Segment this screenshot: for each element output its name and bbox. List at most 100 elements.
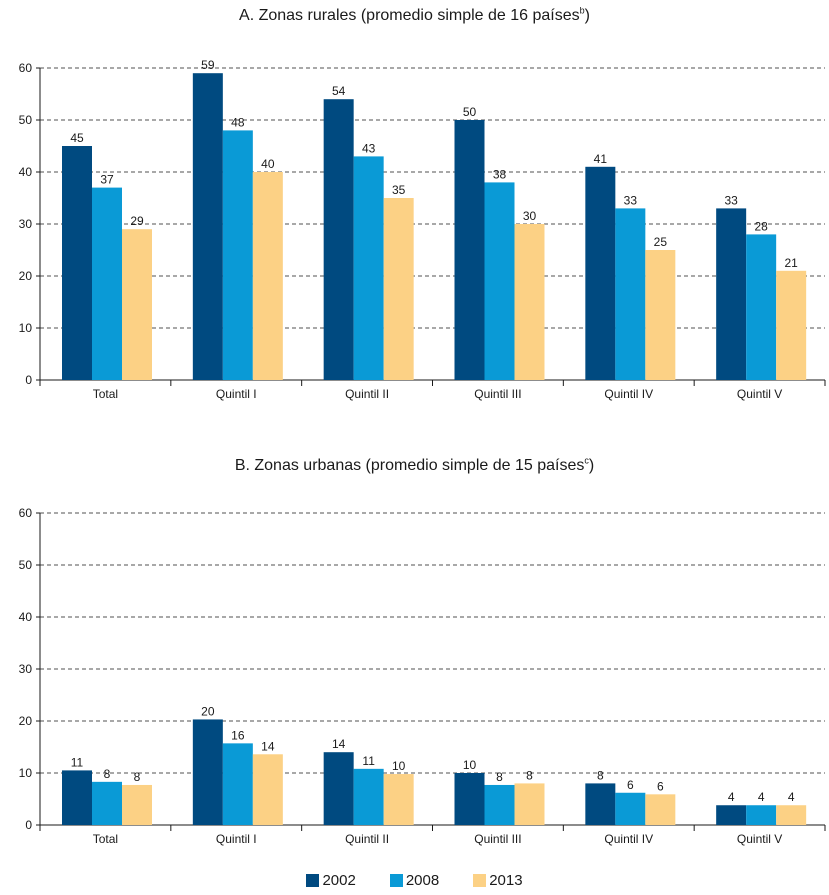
y-tick-label: 40: [19, 165, 33, 179]
bar-2008-quintil-iv: [615, 208, 646, 380]
data-label-2002-quintil-v: 4: [728, 790, 735, 804]
data-label-2002-quintil-iii: 50: [463, 105, 477, 119]
data-label-2013-total: 8: [134, 770, 141, 784]
bar-2008-quintil-iii: [484, 784, 515, 825]
y-tick-label: 40: [19, 610, 33, 624]
y-tick-label: 30: [19, 217, 33, 231]
legend-swatch-2002: [306, 874, 320, 887]
bar-2002-total: [62, 770, 92, 825]
data-label-2002-total: 11: [71, 755, 84, 769]
y-tick-label: 30: [19, 662, 33, 676]
legend-item-2013: 2013: [473, 872, 523, 889]
bar-2002-quintil-iii: [454, 120, 485, 380]
x-tick-label-quintil-ii: Quintil II: [345, 832, 389, 846]
chart-title-a-close: ): [584, 7, 590, 24]
bar-2002-quintil-ii: [323, 752, 354, 825]
data-label-2008-quintil-iv: 6: [627, 778, 634, 792]
data-label-2002-quintil-i: 59: [201, 58, 215, 72]
bar-2002-quintil-iv: [585, 166, 616, 380]
bar-2002-quintil-ii: [323, 99, 354, 380]
bar-2002-quintil-v: [716, 805, 747, 825]
bar-2002-quintil-iii: [454, 773, 485, 825]
y-tick-label: 10: [19, 321, 33, 335]
data-label-2002-total: 45: [70, 131, 84, 145]
data-label-2013-quintil-v: 21: [784, 256, 798, 270]
data-label-2013-total: 29: [130, 214, 144, 228]
bar-2013-quintil-v: [776, 270, 807, 380]
bar-2013-quintil-iii: [514, 783, 545, 825]
bar-2008-quintil-iii: [484, 182, 515, 380]
x-tick-label-quintil-v: Quintil V: [737, 387, 782, 401]
chart-title-a: A. Zonas rurales (promedio simple de 16 …: [0, 6, 829, 26]
data-label-2013-quintil-iv: 25: [654, 235, 668, 249]
chart-title-a-footnote: b: [579, 5, 585, 16]
data-label-2008-total: 37: [100, 173, 114, 187]
data-label-2013-quintil-iv: 6: [657, 779, 664, 793]
x-tick-label-quintil-v: Quintil V: [737, 832, 782, 846]
chart-title-b-text: B. Zonas urbanas (promedio simple de 15 …: [234, 457, 585, 474]
legend-item-2002: 2002: [306, 872, 356, 889]
chart-b-urban: 0 10 20 30 40 50 60 11 8 8 Total 20 16 14 Quintil I 14 1…: [19, 506, 826, 846]
chart-legend: 2002 2008 2013: [0, 872, 829, 889]
x-tick-label-quintil-ii: Quintil II: [345, 387, 389, 401]
bar-2008-quintil-ii: [353, 156, 384, 380]
x-tick-label-quintil-iii: Quintil III: [474, 387, 521, 401]
bar-2013-quintil-ii: [383, 198, 414, 380]
bar-2013-quintil-v: [776, 805, 807, 825]
bar-2013-quintil-iv: [645, 250, 676, 380]
chart-a-rural: 0 10 20 30 40 50 60 45 37 29 Total 59 48 40 Quintil I 5…: [19, 58, 826, 401]
data-label-2013-quintil-i: 14: [261, 739, 275, 753]
bar-2013-quintil-iv: [645, 794, 676, 825]
data-label-2008-quintil-v: 28: [754, 219, 768, 233]
chart-title-b: B. Zonas urbanas (promedio simple de 15 …: [0, 456, 829, 476]
x-tick-label-quintil-iii: Quintil III: [474, 832, 521, 846]
bar-2013-quintil-i: [252, 172, 283, 380]
data-label-2008-quintil-v: 4: [758, 790, 765, 804]
bar-2002-quintil-i: [192, 719, 223, 825]
bar-2013-total: [122, 784, 152, 825]
chart-title-b-footnote: c: [584, 455, 589, 466]
data-label-2008-quintil-iv: 33: [624, 193, 638, 207]
bar-2002-quintil-i: [192, 73, 223, 380]
y-tick-label: 20: [19, 714, 33, 728]
y-tick-label: 0: [25, 818, 32, 832]
data-label-2013-quintil-iii: 8: [526, 768, 533, 782]
chart-title-a-text: A. Zonas rurales (promedio simple de 16 …: [239, 7, 580, 24]
bar-2013-quintil-i: [252, 754, 283, 825]
legend-swatch-2013: [473, 874, 487, 887]
bar-2008-total: [92, 781, 122, 825]
data-label-2002-quintil-i: 20: [201, 704, 215, 718]
data-label-2008-quintil-iii: 8: [496, 770, 503, 784]
data-label-2002-quintil-iv: 8: [597, 768, 604, 782]
data-label-2008-quintil-iii: 38: [493, 167, 507, 181]
bar-2013-quintil-iii: [514, 224, 545, 380]
x-tick-label-quintil-iv: Quintil IV: [604, 832, 653, 846]
legend-swatch-2008: [389, 874, 403, 887]
data-label-2008-quintil-ii: 43: [362, 141, 376, 155]
bar-2008-quintil-i: [222, 743, 253, 825]
data-label-2013-quintil-v: 4: [788, 790, 795, 804]
y-tick-label: 50: [19, 113, 33, 127]
bar-2013-total: [122, 229, 152, 380]
bar-2008-total: [92, 187, 122, 380]
x-tick-label-quintil-iv: Quintil IV: [604, 387, 653, 401]
data-label-2002-quintil-iv: 41: [594, 152, 608, 166]
bar-2013-quintil-ii: [383, 774, 414, 825]
legend-label-2013: 2013: [489, 872, 523, 889]
y-tick-label: 60: [19, 506, 33, 520]
data-label-2008-quintil-i: 16: [231, 728, 245, 742]
x-tick-label-quintil-i: Quintil I: [216, 387, 257, 401]
y-tick-label: 0: [25, 373, 32, 387]
legend-label-2008: 2008: [405, 872, 440, 889]
y-tick-label: 60: [19, 61, 33, 75]
legend-item-2008: 2008: [389, 872, 440, 889]
data-label-2013-quintil-i: 40: [261, 157, 275, 171]
bar-2008-quintil-ii: [353, 768, 384, 825]
y-tick-label: 50: [19, 558, 33, 572]
data-label-2013-quintil-ii: 10: [392, 759, 406, 773]
legend-label-2002: 2002: [322, 872, 356, 889]
data-label-2002-quintil-iii: 10: [463, 758, 477, 772]
data-label-2008-quintil-ii: 11: [362, 754, 375, 768]
x-tick-label-quintil-i: Quintil I: [216, 832, 257, 846]
data-label-2008-total: 8: [104, 767, 111, 781]
